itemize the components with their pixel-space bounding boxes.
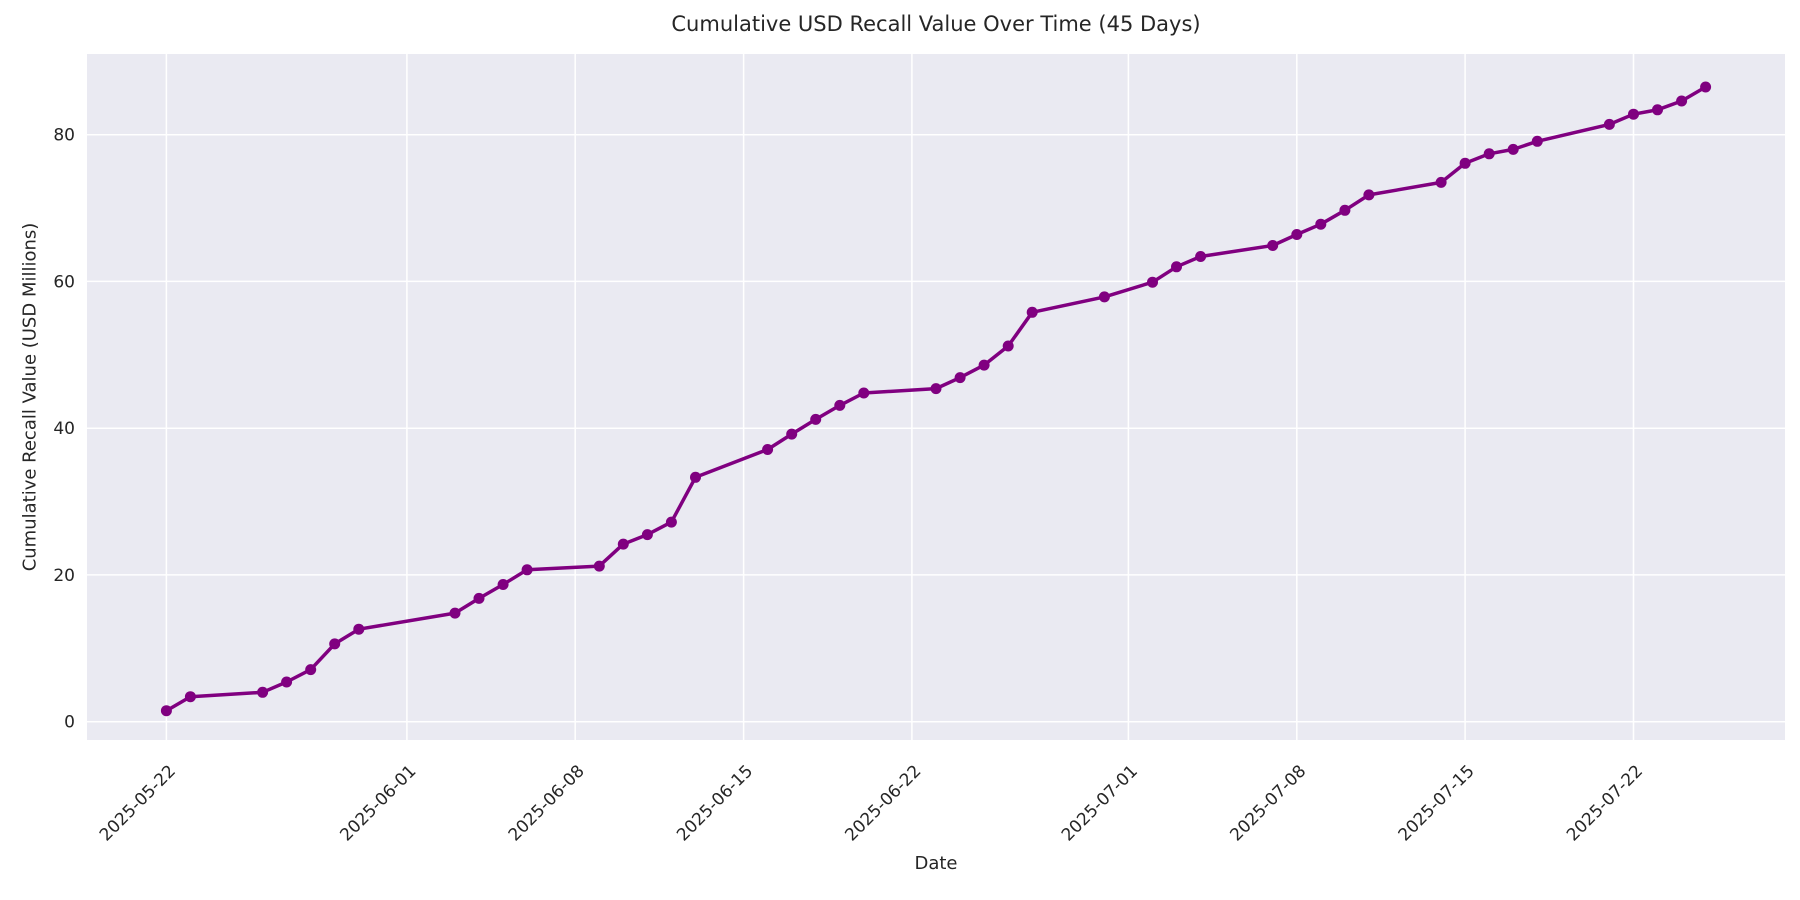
- chart-title: Cumulative USD Recall Value Over Time (4…: [671, 12, 1201, 36]
- data-point-marker: [762, 444, 774, 455]
- y-tick-label: 80: [53, 126, 75, 146]
- data-point-marker: [1531, 135, 1543, 147]
- data-point-marker: [281, 676, 293, 688]
- data-point-marker: [1435, 176, 1447, 188]
- data-point-marker: [184, 691, 196, 703]
- data-point-marker: [305, 664, 317, 676]
- data-point-marker: [1291, 229, 1303, 240]
- data-point-marker: [1603, 118, 1615, 130]
- plot-background: [87, 54, 1785, 740]
- data-point-marker: [930, 383, 942, 395]
- data-point-marker: [1147, 276, 1158, 288]
- data-point-marker: [1267, 240, 1279, 251]
- x-axis-label: Date: [914, 853, 958, 874]
- data-point-marker: [257, 686, 269, 698]
- data-point-marker: [1700, 81, 1712, 93]
- y-tick-label: 60: [53, 272, 75, 292]
- x-tick-label: 2025-07-15: [1395, 761, 1479, 845]
- data-point-marker: [1652, 104, 1663, 116]
- data-point-marker: [1628, 108, 1639, 120]
- data-point-marker: [160, 705, 172, 717]
- data-point-marker: [521, 564, 533, 576]
- data-point-marker: [1098, 291, 1110, 303]
- data-point-marker: [641, 529, 653, 541]
- data-point-marker: [497, 579, 509, 590]
- data-point-marker: [1363, 189, 1375, 201]
- data-point-marker: [1339, 204, 1351, 216]
- data-point-marker: [810, 413, 822, 425]
- data-point-marker: [449, 607, 461, 619]
- data-point-marker: [1459, 157, 1471, 169]
- data-point-marker: [690, 471, 701, 483]
- x-tick-label: 2025-07-22: [1563, 761, 1647, 845]
- y-tick-label: 0: [64, 713, 75, 733]
- data-point-marker: [329, 638, 341, 650]
- y-axis-label: Cumulative Recall Value (USD Millions): [19, 222, 41, 572]
- data-point-marker: [954, 372, 966, 384]
- data-point-marker: [665, 516, 677, 528]
- data-point-marker: [834, 399, 846, 411]
- data-point-marker: [1315, 218, 1327, 230]
- y-tick-label: 20: [53, 566, 75, 586]
- data-point-marker: [473, 592, 485, 604]
- x-tick-label: 2025-06-01: [336, 761, 420, 845]
- data-point-marker: [1002, 340, 1014, 352]
- data-point-marker: [1483, 148, 1495, 160]
- data-point-marker: [1676, 95, 1688, 107]
- data-point-marker: [1507, 143, 1519, 155]
- data-point-marker: [978, 359, 990, 371]
- x-tick-label: 2025-06-22: [841, 761, 925, 845]
- data-point-marker: [786, 428, 798, 440]
- x-tick-label: 2025-05-22: [96, 761, 180, 845]
- x-tick-label: 2025-06-15: [673, 761, 757, 845]
- data-point-marker: [593, 560, 605, 572]
- data-point-marker: [1026, 306, 1038, 318]
- data-point-marker: [617, 538, 629, 550]
- data-point-marker: [1195, 251, 1207, 262]
- x-tick-label: 2025-07-01: [1058, 761, 1142, 845]
- x-tick-label: 2025-06-08: [505, 761, 589, 845]
- data-point-marker: [858, 387, 870, 399]
- data-point-marker: [1171, 261, 1182, 273]
- data-point-marker: [353, 623, 365, 635]
- x-tick-label: 2025-07-08: [1226, 761, 1310, 845]
- y-tick-label: 40: [53, 419, 75, 439]
